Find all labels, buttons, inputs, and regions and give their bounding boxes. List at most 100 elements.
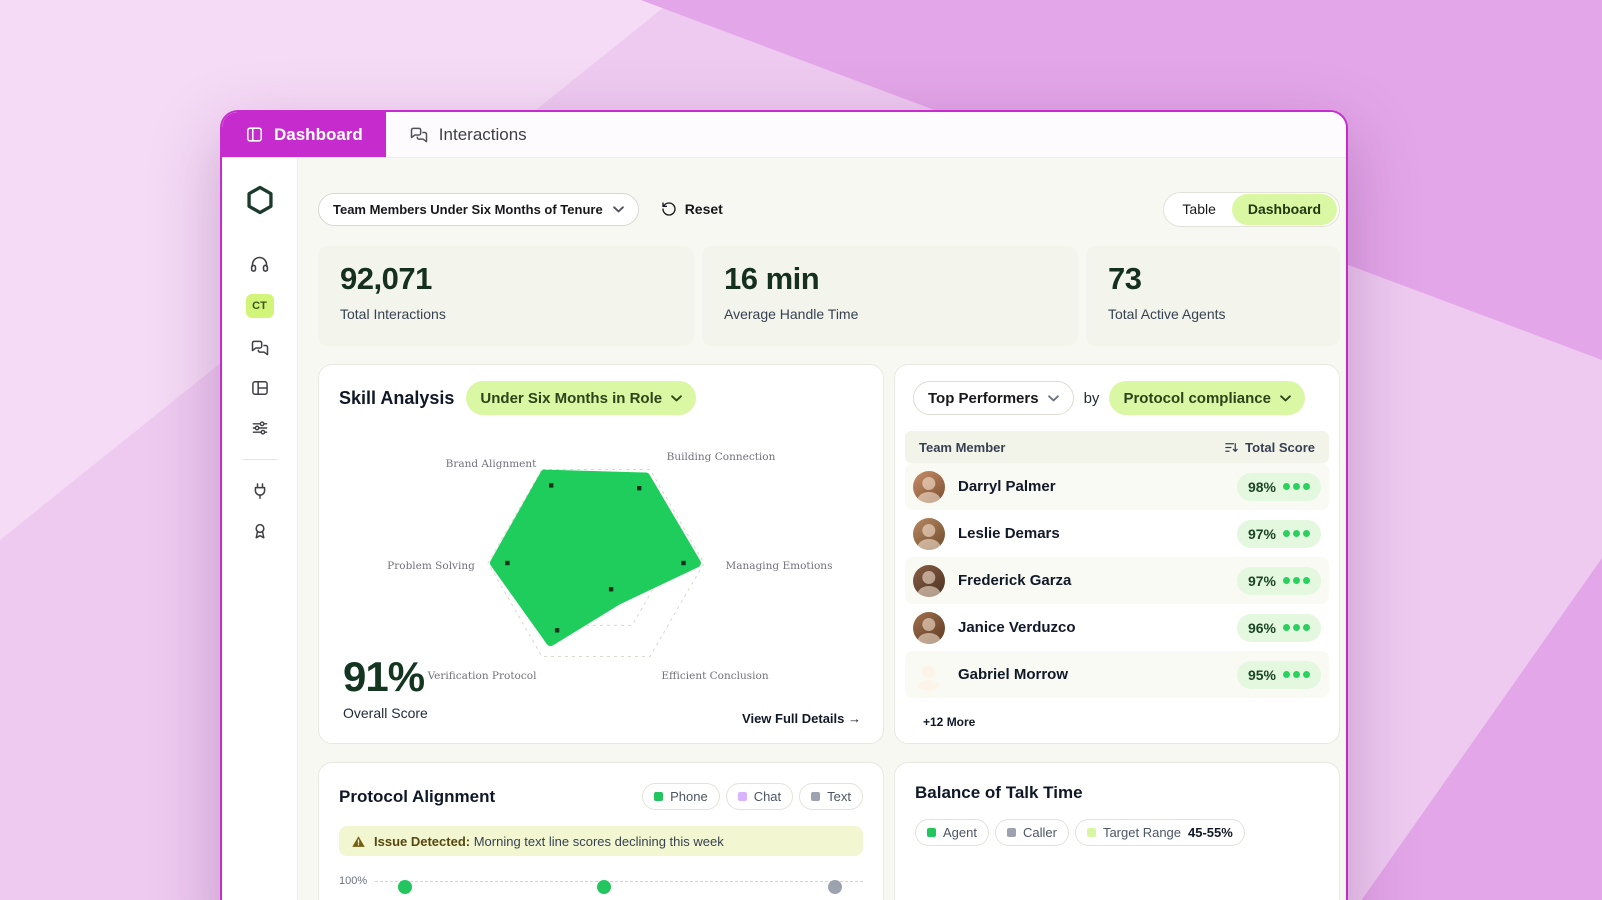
chart-point xyxy=(828,880,842,894)
chevron-down-icon xyxy=(1280,394,1291,401)
performer-row[interactable]: Frederick Garza 97% xyxy=(905,557,1329,604)
legend-chat[interactable]: Chat xyxy=(725,783,794,810)
score-value: 98% xyxy=(1247,478,1276,495)
conversations-icon[interactable] xyxy=(248,337,272,359)
tab-dashboard[interactable]: Dashboard xyxy=(222,112,386,157)
chevron-down-icon xyxy=(612,205,624,212)
avatar xyxy=(913,659,945,691)
view-option-table[interactable]: Table xyxy=(1182,201,1216,217)
radar-axis-label: Problem Solving xyxy=(387,560,475,572)
y-axis-top-label: 100% xyxy=(339,875,368,887)
caller-swatch xyxy=(1006,828,1016,837)
performer-name: Gabriel Morrow xyxy=(958,666,1069,683)
top-performers-dropdown[interactable]: Top Performers xyxy=(913,381,1074,415)
issue-alert-banner: Issue Detected: Morning text line scores… xyxy=(339,826,863,856)
score-dots xyxy=(1283,530,1310,537)
radar-axis-label: Efficient Conclusion xyxy=(661,670,769,682)
alert-text: Issue Detected: Morning text line scores… xyxy=(374,834,724,849)
sidebar-divider xyxy=(242,459,277,460)
avatar xyxy=(913,517,945,550)
stat-label: Average Handle Time xyxy=(724,306,859,322)
score-badge: 96% xyxy=(1236,613,1321,642)
chevron-down-icon xyxy=(1047,394,1059,401)
performer-name: Frederick Garza xyxy=(958,572,1072,589)
radar-axis-label: Brand Alignment xyxy=(445,458,537,470)
performer-row[interactable]: Leslie Demars 97% xyxy=(905,510,1329,557)
score-dots xyxy=(1283,624,1310,631)
performers-table-header: Team Member Total Score xyxy=(905,431,1329,463)
skill-analysis-header: Skill Analysis Under Six Months in Role xyxy=(339,381,697,415)
plug-icon[interactable] xyxy=(248,480,272,502)
column-total-score[interactable]: Total Score xyxy=(1224,440,1315,455)
talk-time-card: Balance of Talk Time Agent Caller xyxy=(894,762,1340,900)
legend-phone[interactable]: Phone xyxy=(642,783,720,810)
target-range-value: 45-55% xyxy=(1188,825,1233,840)
toolbar: Team Members Under Six Months of Tenure … xyxy=(318,191,1340,227)
skill-analysis-card: Skill Analysis Under Six Months in Role … xyxy=(318,364,884,744)
score-dots xyxy=(1283,671,1310,678)
score-badge: 97% xyxy=(1236,519,1321,548)
overall-score-label: Overall Score xyxy=(343,705,428,721)
performer-row[interactable]: Darryl Palmer 98% xyxy=(905,463,1329,510)
stat-value: 73 xyxy=(1108,261,1142,296)
stat-total-interactions: 92,071 Total Interactions xyxy=(318,246,694,346)
score-dots xyxy=(1283,483,1310,490)
window-tabbar: Dashboard Interactions xyxy=(222,112,1346,158)
layout-panel-icon[interactable] xyxy=(248,377,272,399)
skill-filter-dropdown[interactable]: Under Six Months in Role xyxy=(466,381,697,415)
phone-swatch xyxy=(654,792,664,801)
overall-score-block: 91% Overall Score xyxy=(343,653,428,721)
score-badge: 95% xyxy=(1236,660,1321,689)
charts-row: Skill Analysis Under Six Months in Role … xyxy=(318,364,1340,744)
radar-axis-label: Building Connection xyxy=(666,451,776,463)
score-dots xyxy=(1283,577,1310,584)
stat-value: 92,071 xyxy=(340,261,432,296)
avatar xyxy=(913,564,945,597)
view-full-details-link[interactable]: View Full Details → xyxy=(742,711,861,726)
protocol-alignment-card: Protocol Alignment Phone Chat xyxy=(318,762,884,900)
metric-dropdown[interactable]: Protocol compliance xyxy=(1109,381,1305,415)
main-content: Team Members Under Six Months of Tenure … xyxy=(298,158,1346,900)
tab-dashboard-label: Dashboard xyxy=(274,124,363,144)
stat-value: 16 min xyxy=(724,261,820,296)
headset-icon[interactable] xyxy=(248,253,272,275)
warning-icon xyxy=(352,835,365,847)
sort-icon xyxy=(1225,442,1238,452)
radar-axis-label: Verification Protocol xyxy=(427,670,537,682)
tenure-filter-dropdown[interactable]: Team Members Under Six Months of Tenure xyxy=(318,192,639,226)
target-range-swatch xyxy=(1086,828,1096,837)
alert-message: Morning text line scores declining this … xyxy=(473,833,724,849)
legend-text[interactable]: Text xyxy=(799,783,863,810)
channel-legend: Phone Chat Text xyxy=(642,783,863,810)
performer-name: Leslie Demars xyxy=(958,525,1060,542)
tab-interactions[interactable]: Interactions xyxy=(386,112,550,157)
reset-button[interactable]: Reset xyxy=(661,201,723,217)
chat-swatch xyxy=(737,792,747,801)
column-team-member: Team Member xyxy=(919,439,1006,455)
column-total-score-label: Total Score xyxy=(1245,439,1315,455)
reset-icon xyxy=(662,202,676,216)
talk-time-legend: Agent Caller Target Range 45-55% xyxy=(915,819,1319,846)
award-icon[interactable] xyxy=(248,520,272,542)
tenure-filter-label: Team Members Under Six Months of Tenure xyxy=(333,201,603,217)
by-label: by xyxy=(1083,389,1100,407)
talk-time-title: Balance of Talk Time xyxy=(915,783,1083,802)
score-value: 95% xyxy=(1247,666,1276,683)
score-badge: 97% xyxy=(1236,566,1321,595)
performer-row[interactable]: Janice Verduzco 96% xyxy=(905,604,1329,651)
sidebar-item-ct[interactable]: CT xyxy=(245,294,274,318)
legend-agent-label: Agent xyxy=(943,825,977,840)
radar-axis-label: Managing Emotions xyxy=(725,560,833,572)
legend-target-range: Target Range 45-55% xyxy=(1074,819,1245,846)
protocol-alignment-title: Protocol Alignment xyxy=(339,786,496,806)
legend-text-label: Text xyxy=(827,789,851,804)
performer-name: Janice Verduzco xyxy=(958,619,1076,636)
performer-row[interactable]: Gabriel Morrow 95% xyxy=(905,651,1329,698)
sliders-icon[interactable] xyxy=(248,417,272,439)
top-performers-header: Top Performers by Protocol compliance xyxy=(913,381,1305,415)
protocol-chart-axis: 100% xyxy=(339,874,863,888)
legend-agent[interactable]: Agent xyxy=(915,819,989,846)
view-option-dashboard[interactable]: Dashboard xyxy=(1231,193,1337,225)
legend-caller[interactable]: Caller xyxy=(994,819,1069,846)
more-performers-link[interactable]: +12 More xyxy=(923,715,976,729)
